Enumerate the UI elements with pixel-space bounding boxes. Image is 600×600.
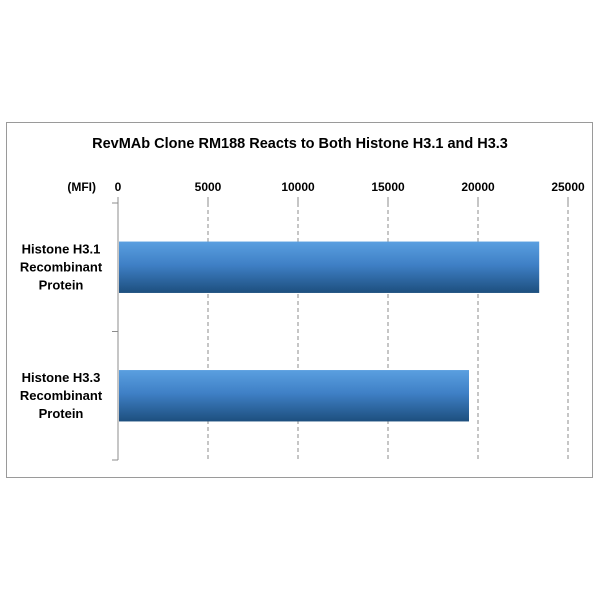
category-label: Histone H3.3 bbox=[22, 370, 101, 385]
category-label: Protein bbox=[39, 277, 84, 292]
bar bbox=[119, 370, 469, 422]
axis-unit-label: (MFI) bbox=[67, 180, 96, 194]
category-label: Recombinant bbox=[20, 388, 103, 403]
tick-label: 15000 bbox=[371, 180, 405, 194]
category-axis bbox=[112, 202, 119, 461]
bar bbox=[119, 241, 540, 293]
tick-label: 20000 bbox=[461, 180, 495, 194]
chart-title: RevMAb Clone RM188 Reacts to Both Histon… bbox=[92, 136, 508, 152]
category-labels: Histone H3.1 Recombinant Protein Histone H3… bbox=[20, 241, 103, 421]
tick-label: 5000 bbox=[195, 180, 222, 194]
value-axis-ticks: 0 5000 10000 15000 20000 25000 bbox=[115, 180, 585, 203]
category-label: Protein bbox=[39, 406, 84, 421]
bars bbox=[119, 241, 540, 422]
tick-label: 10000 bbox=[281, 180, 315, 194]
tick-label: 25000 bbox=[551, 180, 585, 194]
category-label: Recombinant bbox=[20, 259, 103, 274]
tick-label: 0 bbox=[115, 180, 122, 194]
category-label: Histone H3.1 bbox=[22, 241, 101, 256]
